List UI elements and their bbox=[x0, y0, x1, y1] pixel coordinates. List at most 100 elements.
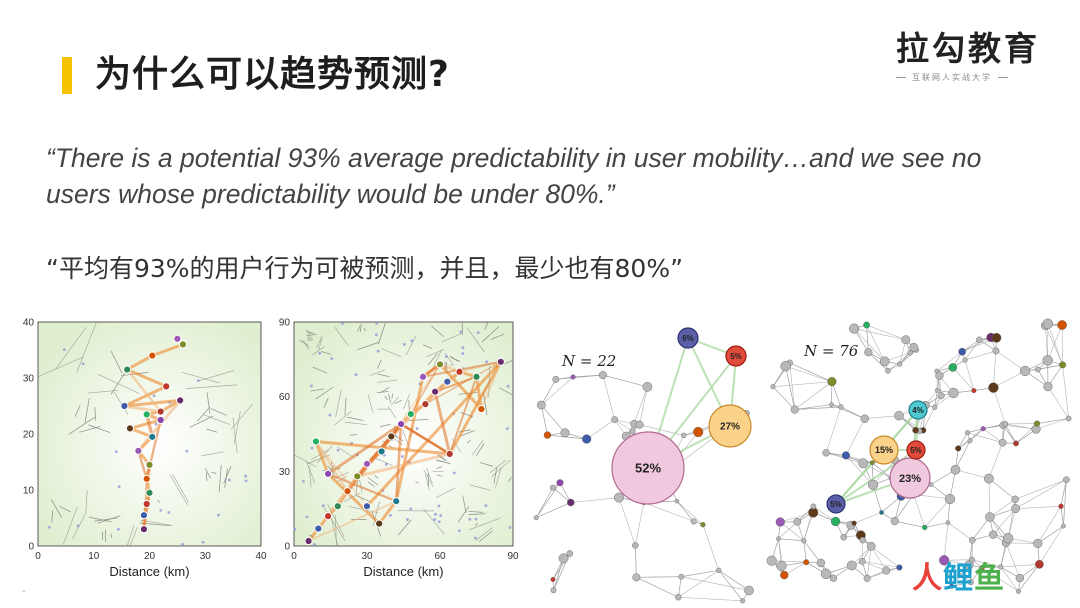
x-tick-label: 60 bbox=[434, 551, 446, 562]
network-edge bbox=[1002, 425, 1017, 444]
trajectory-segment bbox=[145, 418, 162, 480]
network-edge bbox=[1015, 506, 1061, 509]
network-edge bbox=[1004, 423, 1017, 444]
hub-percentage-label: 23% bbox=[899, 473, 921, 485]
antenna-dot bbox=[354, 373, 358, 377]
antenna-dot bbox=[81, 362, 85, 366]
network-node bbox=[740, 598, 746, 604]
voronoi-edge bbox=[50, 499, 62, 518]
network-edge bbox=[1037, 506, 1062, 544]
voronoi-edge bbox=[403, 393, 411, 410]
network-edge bbox=[988, 442, 1003, 479]
network-edge bbox=[952, 367, 975, 391]
network-edge bbox=[955, 440, 971, 470]
network-edge bbox=[862, 463, 892, 479]
antenna-dot bbox=[445, 355, 448, 358]
network-node bbox=[766, 555, 777, 566]
location-point bbox=[472, 372, 481, 381]
network-edge bbox=[1045, 325, 1048, 361]
network-node bbox=[744, 585, 754, 596]
network-node bbox=[635, 420, 644, 429]
voronoi-edge bbox=[88, 424, 111, 433]
network-node bbox=[1065, 415, 1072, 422]
network-node bbox=[939, 555, 950, 566]
voronoi-edge bbox=[185, 384, 237, 389]
network-edge bbox=[789, 362, 833, 382]
antenna-dot bbox=[310, 446, 314, 450]
antenna-dot bbox=[310, 384, 313, 388]
network-edge bbox=[1045, 325, 1063, 365]
antenna-dot bbox=[437, 520, 441, 524]
antenna-dot bbox=[47, 525, 51, 529]
voronoi-edge bbox=[218, 465, 222, 493]
network-node bbox=[948, 363, 958, 372]
antenna-dot bbox=[461, 346, 465, 350]
network-edge bbox=[894, 494, 914, 522]
network-node bbox=[867, 479, 879, 490]
network-edge bbox=[636, 576, 682, 578]
network-node bbox=[851, 520, 857, 526]
network-edge bbox=[780, 512, 814, 523]
network-edge bbox=[803, 540, 822, 564]
network-node bbox=[1015, 573, 1024, 583]
voronoi-edge bbox=[367, 477, 379, 486]
network-node bbox=[533, 515, 539, 521]
voronoi-edge bbox=[475, 443, 485, 457]
antenna-dot bbox=[181, 542, 184, 546]
antenna-dot bbox=[434, 512, 437, 516]
network-edge bbox=[995, 350, 1026, 372]
location-point bbox=[377, 447, 386, 456]
hub-node bbox=[725, 345, 747, 367]
network-edge bbox=[1060, 479, 1067, 507]
antenna-dot bbox=[76, 524, 80, 528]
network-edge bbox=[639, 424, 684, 436]
network-node bbox=[716, 567, 722, 574]
network-edge bbox=[943, 560, 971, 583]
network-edge bbox=[970, 567, 983, 583]
y-tick-label: 90 bbox=[279, 318, 291, 329]
voronoi-edge bbox=[79, 426, 101, 433]
voronoi-edge bbox=[377, 373, 390, 378]
network-node bbox=[816, 558, 826, 568]
network-edge bbox=[899, 349, 917, 365]
network-edge bbox=[1018, 564, 1040, 592]
network-node bbox=[846, 560, 857, 571]
voronoi-edge bbox=[129, 527, 138, 547]
network-edge bbox=[778, 521, 798, 539]
voronoi-edge bbox=[55, 326, 87, 370]
network-node bbox=[780, 570, 789, 580]
antenna-dot bbox=[114, 450, 118, 453]
antenna-dot bbox=[374, 333, 378, 337]
voronoi-edge bbox=[475, 527, 493, 541]
network-node bbox=[629, 428, 636, 435]
network-node bbox=[897, 361, 903, 367]
network-node bbox=[566, 550, 574, 557]
network-node bbox=[549, 484, 556, 491]
trajectory-segment bbox=[122, 404, 163, 414]
x-tick-label: 0 bbox=[291, 551, 297, 562]
network-edge bbox=[845, 418, 866, 456]
x-tick-label: 30 bbox=[200, 551, 212, 562]
voronoi-edge bbox=[113, 391, 129, 415]
antenna-dot bbox=[159, 508, 163, 512]
network-node bbox=[984, 473, 994, 484]
network-edge bbox=[951, 581, 971, 587]
location-point bbox=[120, 401, 129, 411]
page-marker: - bbox=[22, 586, 26, 597]
network-node bbox=[969, 556, 975, 563]
y-tick-label: 20 bbox=[23, 430, 35, 441]
antenna-dot bbox=[376, 349, 380, 353]
antenna-dot bbox=[62, 348, 66, 351]
location-point bbox=[418, 372, 428, 381]
voronoi-edge bbox=[491, 459, 511, 478]
network-node bbox=[1042, 318, 1053, 329]
voronoi-edge bbox=[223, 466, 232, 484]
voronoi-edge bbox=[307, 335, 310, 339]
network-node bbox=[1003, 533, 1014, 544]
axes: 0 10 20 30 40 0 10 20 30 40 Distance (km) bbox=[23, 318, 267, 580]
y-tick-label: 0 bbox=[28, 542, 34, 553]
network-edge bbox=[535, 487, 554, 518]
hub-percentage-label: 5% bbox=[830, 500, 842, 509]
network-edge bbox=[866, 546, 872, 579]
watermark-part-2: 鲤 bbox=[943, 561, 974, 596]
